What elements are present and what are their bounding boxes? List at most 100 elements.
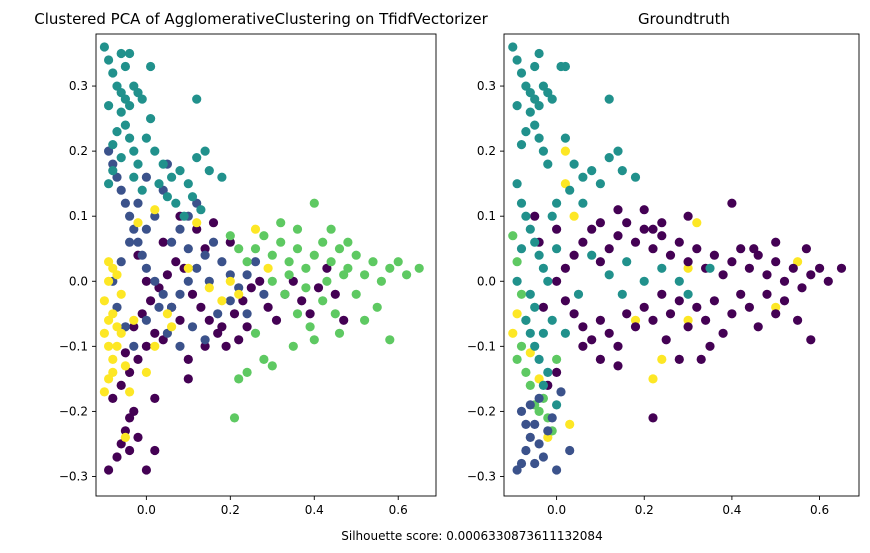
- scatter-point: [705, 341, 715, 351]
- scatter-point: [208, 237, 219, 247]
- scatter-point: [622, 218, 632, 228]
- scatter-point: [129, 172, 139, 182]
- scatter-point: [565, 185, 575, 195]
- scatter-point: [263, 302, 273, 312]
- scatter-point: [150, 211, 160, 221]
- scatter-point: [595, 354, 606, 364]
- scatter-point: [213, 309, 223, 319]
- scatter-point: [560, 328, 571, 338]
- scatter-point: [125, 48, 135, 59]
- scatter-point: [116, 185, 126, 195]
- scatter-point: [552, 354, 562, 364]
- scatter-point: [573, 289, 584, 299]
- scatter-point: [534, 48, 544, 59]
- scatter-point: [779, 276, 790, 286]
- scatter-point: [552, 224, 562, 234]
- scatter-point: [112, 127, 122, 137]
- scatter-point: [771, 257, 781, 267]
- scatter-point: [112, 172, 122, 182]
- scatter-point: [309, 250, 319, 260]
- scatter-point: [762, 270, 772, 280]
- scatter-point: [133, 354, 143, 364]
- scatter-point: [141, 133, 151, 143]
- scatter-point: [234, 374, 244, 384]
- scatter-point: [280, 289, 290, 299]
- scatter-point: [771, 302, 781, 312]
- scatter-point: [129, 224, 139, 234]
- scatter-point: [657, 354, 667, 364]
- y-tick-label: 0.0: [477, 274, 496, 288]
- scatter-point: [552, 367, 562, 377]
- scatter-point: [516, 244, 527, 254]
- scatter-point: [104, 146, 114, 156]
- scatter-point: [305, 322, 315, 332]
- scatter-point: [284, 257, 294, 267]
- scatter-point: [141, 465, 151, 475]
- scatter-point: [141, 367, 151, 377]
- scatter-point: [534, 406, 544, 416]
- scatter-point: [99, 387, 109, 397]
- scatter-point: [538, 380, 549, 390]
- x-tick-label: 0.0: [547, 503, 566, 517]
- chart-title: Clustered PCA of AgglomerativeClustering…: [34, 10, 488, 28]
- scatter-point: [112, 322, 122, 332]
- scatter-point: [154, 283, 164, 293]
- scatter-point: [183, 179, 193, 189]
- scatter-point: [167, 302, 177, 312]
- scatter-point: [516, 140, 527, 150]
- scatter-point: [806, 270, 816, 280]
- scatter-point: [534, 439, 544, 449]
- scatter-point: [150, 328, 160, 338]
- scatter-point: [360, 270, 370, 280]
- scatter-point: [112, 452, 122, 462]
- scatter-point: [683, 322, 693, 332]
- scatter-point: [613, 231, 623, 241]
- scatter-point: [334, 328, 345, 338]
- scatter-point: [301, 283, 311, 293]
- scatter-point: [512, 276, 522, 286]
- scatter-point: [162, 270, 172, 280]
- scatter-point: [318, 237, 328, 247]
- scatter-point: [793, 315, 803, 325]
- scatter-point: [99, 42, 109, 52]
- scatter-point: [534, 393, 544, 403]
- scatter-point: [137, 309, 147, 319]
- scatter-point: [292, 244, 303, 254]
- x-tick-label: 0.6: [389, 503, 408, 517]
- scatter-point: [120, 432, 130, 442]
- scatter-point: [512, 55, 522, 65]
- scatter-point: [696, 354, 706, 364]
- scatter-point: [204, 276, 214, 286]
- scatter-point: [326, 257, 336, 267]
- scatter-point: [276, 218, 286, 228]
- scatter-point: [99, 328, 109, 338]
- scatter-point: [129, 322, 139, 332]
- scatter-point: [263, 263, 273, 273]
- scatter-point: [569, 211, 579, 221]
- scatter-point: [538, 263, 549, 273]
- scatter-point: [313, 283, 324, 293]
- scatter-point: [204, 283, 214, 293]
- scatter-point: [120, 348, 130, 358]
- scatter-point: [622, 257, 632, 267]
- scatter-point: [326, 224, 336, 234]
- scatter-point: [334, 244, 345, 254]
- x-tick-label: 0.6: [810, 503, 829, 517]
- scatter-point: [116, 439, 126, 449]
- scatter-point: [543, 88, 553, 98]
- scatter-point: [292, 309, 303, 319]
- scatter-point: [192, 94, 202, 104]
- scatter-point: [823, 276, 833, 286]
- scatter-point: [200, 335, 210, 345]
- scatter-point: [125, 101, 135, 111]
- scatter-point: [150, 276, 160, 286]
- scatter-point: [137, 250, 147, 260]
- scatter-point: [250, 328, 261, 338]
- scatter-point: [530, 302, 540, 312]
- scatter-point: [120, 61, 130, 72]
- scatter-point: [376, 276, 386, 286]
- scatter-point: [175, 224, 185, 234]
- scatter-point: [560, 61, 571, 72]
- scatter-points: [508, 42, 847, 475]
- scatter-point: [267, 276, 277, 286]
